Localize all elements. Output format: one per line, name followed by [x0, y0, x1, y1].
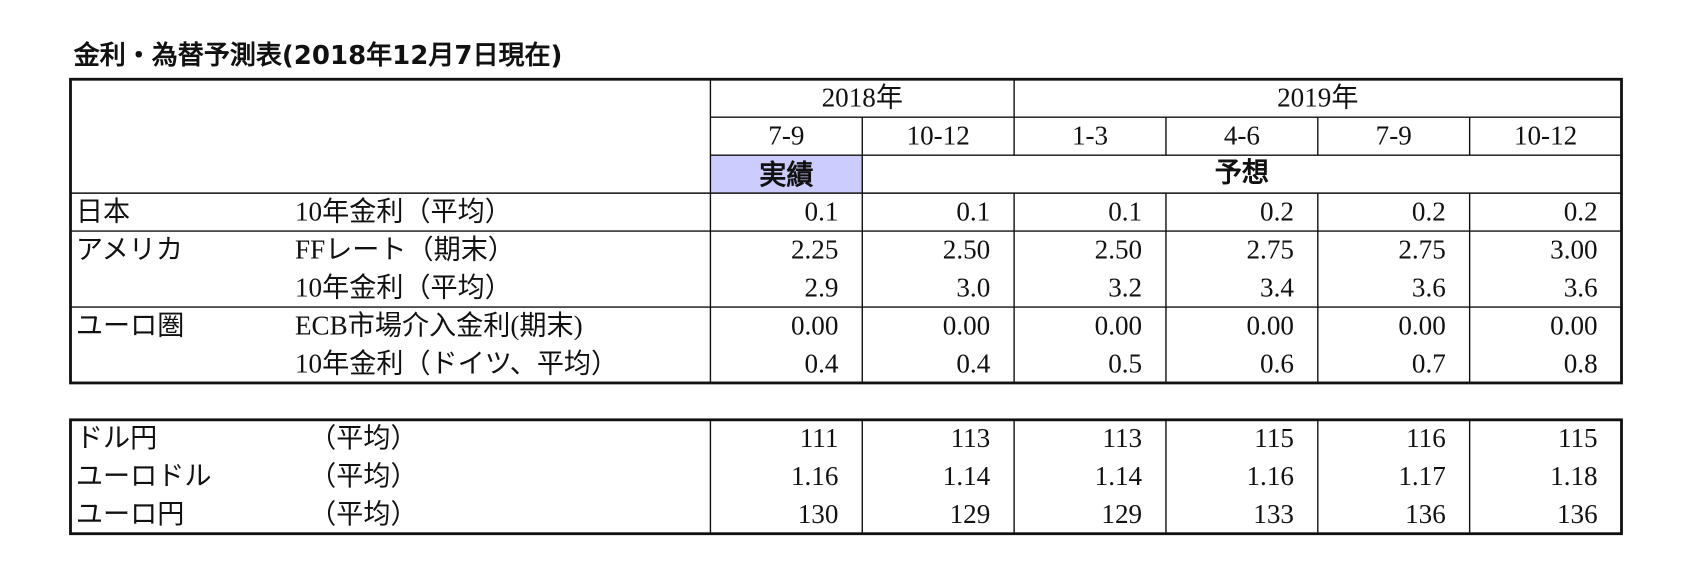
value-cell: 0.1: [805, 197, 839, 227]
table-border: [69, 418, 1623, 536]
value-cell: 136: [1557, 499, 1598, 529]
value-cell: 0.4: [956, 348, 990, 378]
value-cell: 136: [1405, 499, 1446, 529]
period-label: 10-12: [907, 121, 970, 151]
value-cell: 0.00: [943, 310, 990, 340]
period-label: 4-6: [1224, 121, 1260, 151]
value-cell: 0.2: [1564, 197, 1598, 227]
item-label: （平均）: [309, 499, 417, 529]
value-cell: 115: [1558, 423, 1598, 453]
forecast-label: 予想: [1215, 158, 1269, 189]
value-cell: 0.1: [1108, 197, 1142, 227]
value-cell: 0.2: [1260, 197, 1294, 227]
value-cell: 1.18: [1550, 461, 1597, 491]
value-cell: 130: [798, 499, 839, 529]
year-label: 2019年: [1277, 83, 1358, 113]
value-cell: 113: [951, 423, 991, 453]
pair-label: ドル円: [76, 423, 157, 453]
value-cell: 129: [950, 499, 991, 529]
value-cell: 0.00: [1398, 310, 1445, 340]
period-label: 7-9: [768, 121, 804, 151]
value-cell: 0.8: [1564, 348, 1598, 378]
value-cell: 0.4: [805, 348, 839, 378]
value-cell: 2.9: [805, 272, 839, 302]
value-cell: 113: [1102, 423, 1142, 453]
value-cell: 1.16: [1246, 461, 1293, 491]
value-cell: 3.00: [1550, 234, 1597, 264]
value-cell: 1.14: [1095, 461, 1143, 491]
region-label: 日本: [76, 197, 130, 227]
value-cell: 2.75: [1398, 234, 1445, 264]
actual-cell: [710, 155, 863, 194]
period-label: 1-3: [1072, 121, 1108, 151]
period-label: 7-9: [1376, 121, 1412, 151]
value-cell: 1.17: [1398, 461, 1445, 491]
table-border: [69, 77, 1623, 385]
period-label: 10-12: [1514, 121, 1577, 151]
item-label: （平均）: [309, 461, 417, 491]
value-cell: 116: [1406, 423, 1446, 453]
value-cell: 0.00: [1246, 310, 1293, 340]
item-label: 10年金利（ドイツ、平均）: [295, 348, 618, 378]
value-cell: 3.2: [1108, 272, 1142, 302]
pair-label: ユーロ円: [76, 499, 184, 529]
value-cell: 0.00: [1550, 310, 1597, 340]
value-cell: 3.4: [1260, 272, 1294, 302]
actual-label: 実績: [759, 159, 813, 191]
year-label: 2018年: [822, 83, 903, 113]
value-cell: 1.14: [943, 461, 991, 491]
value-cell: 133: [1253, 499, 1294, 529]
value-cell: 0.1: [956, 197, 990, 227]
value-cell: 115: [1254, 423, 1294, 453]
value-cell: 2.50: [943, 234, 990, 264]
region-label: アメリカ: [76, 234, 183, 264]
value-cell: 2.75: [1246, 234, 1293, 264]
value-cell: 0.2: [1412, 197, 1446, 227]
item-label: 10年金利（平均）: [295, 272, 512, 302]
value-cell: 111: [800, 423, 839, 453]
item-label: 10年金利（平均）: [295, 197, 512, 227]
value-cell: 3.0: [956, 272, 990, 302]
item-label: ECB市場介入金利(期末): [295, 310, 583, 340]
value-cell: 0.00: [791, 310, 838, 340]
value-cell: 2.50: [1095, 234, 1142, 264]
value-cell: 0.00: [1095, 310, 1142, 340]
value-cell: 0.5: [1108, 348, 1142, 378]
table-title: 金利・為替予測表(2018年12月7日現在): [73, 40, 563, 71]
value-cell: 1.16: [791, 461, 838, 491]
item-label: FFレート（期末）: [295, 234, 515, 264]
value-cell: 129: [1101, 499, 1142, 529]
value-cell: 2.25: [791, 234, 838, 264]
value-cell: 0.6: [1260, 348, 1294, 378]
pair-label: ユーロドル: [76, 461, 212, 491]
value-cell: 0.7: [1412, 348, 1446, 378]
value-cell: 3.6: [1412, 272, 1446, 302]
item-label: （平均）: [309, 423, 417, 453]
value-cell: 3.6: [1564, 272, 1598, 302]
region-label: ユーロ圏: [76, 310, 184, 340]
